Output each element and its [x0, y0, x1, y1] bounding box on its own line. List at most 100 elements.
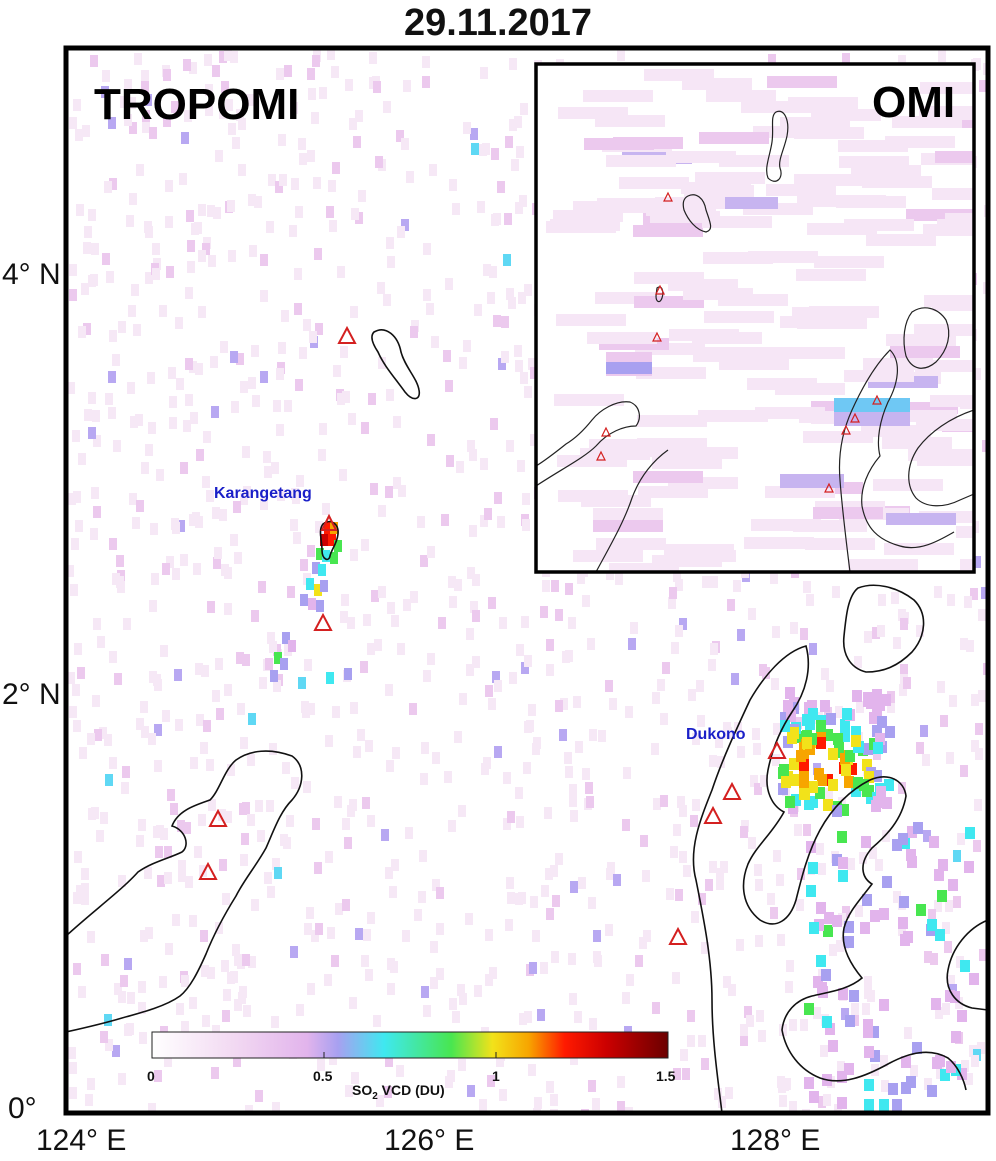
pixel — [150, 523, 158, 535]
pixel — [859, 852, 867, 864]
pixel — [231, 401, 239, 413]
pixel — [748, 837, 756, 849]
pixel — [836, 940, 844, 952]
pixel — [493, 213, 501, 225]
pixel — [248, 956, 256, 968]
pixel — [385, 486, 393, 498]
pixel — [673, 824, 681, 836]
pixel — [350, 306, 358, 318]
pixel — [185, 394, 193, 406]
pixel — [515, 787, 523, 799]
pixel — [88, 209, 96, 221]
pixel — [371, 590, 379, 602]
pixel — [163, 115, 171, 127]
pixel — [515, 202, 523, 214]
pixel — [454, 579, 462, 591]
pixel — [105, 1039, 113, 1051]
pixel — [318, 449, 326, 461]
pixel — [71, 538, 79, 550]
pixel — [129, 493, 137, 505]
plume-pixel — [864, 1046, 874, 1058]
plume-pixel — [838, 870, 848, 882]
pixel — [312, 818, 320, 830]
pixel — [697, 715, 705, 727]
pixel — [88, 808, 96, 820]
pixel — [268, 174, 276, 186]
plume-pixel — [785, 687, 795, 699]
pixel — [675, 579, 683, 591]
pixel — [720, 861, 728, 873]
pixel — [66, 565, 74, 577]
pixel — [487, 1075, 495, 1087]
omi-pixel — [814, 256, 884, 268]
plume-pixel — [899, 896, 909, 908]
pixel — [353, 746, 361, 758]
pixel — [84, 409, 92, 421]
pixel — [445, 1076, 453, 1088]
plume-pixel — [816, 720, 826, 732]
pixel — [474, 304, 482, 316]
pixel — [493, 315, 501, 327]
pixel — [315, 521, 323, 533]
pixel — [458, 805, 466, 817]
pixel — [459, 993, 467, 1005]
volcano-triangle-icon — [668, 926, 688, 945]
pixel — [514, 116, 522, 128]
pixel — [109, 538, 117, 550]
pixel — [748, 608, 756, 620]
pixel — [309, 331, 317, 343]
pixel — [555, 609, 563, 621]
pixel — [196, 449, 204, 461]
pixel — [509, 119, 517, 131]
pixel — [224, 684, 232, 696]
plume-pixel — [832, 854, 842, 866]
plume-pixel — [870, 910, 880, 922]
pixel — [200, 930, 208, 942]
omi-pixel — [866, 234, 936, 246]
pixel — [230, 534, 238, 546]
pixel — [167, 789, 175, 801]
pixel — [406, 171, 414, 183]
pixel — [344, 837, 352, 849]
plume-pixel — [948, 879, 958, 891]
pixel — [847, 858, 855, 870]
pixel — [160, 645, 168, 657]
pixel — [334, 796, 342, 808]
pixel — [307, 545, 315, 557]
pixel — [546, 664, 554, 676]
pixel — [754, 864, 762, 876]
pixel — [534, 1097, 542, 1109]
omi-pixel — [573, 550, 643, 562]
pixel — [893, 637, 901, 649]
pixel — [506, 288, 514, 300]
pixel — [427, 434, 435, 446]
pixel — [582, 595, 590, 607]
pixel — [202, 243, 210, 255]
pixel — [218, 809, 226, 821]
pixel — [204, 54, 212, 66]
pixel — [233, 501, 241, 513]
omi-pixel — [652, 555, 722, 567]
pixel — [387, 602, 395, 614]
plume-pixel — [806, 885, 816, 897]
pixel — [982, 440, 988, 452]
pixel — [578, 877, 586, 889]
omi-pixel — [741, 101, 811, 113]
pixel — [183, 822, 191, 834]
pixel — [109, 178, 117, 190]
pixel — [77, 667, 85, 679]
plume-pixel — [789, 774, 799, 786]
omi-pixel — [655, 197, 725, 209]
plume-pixel — [817, 982, 827, 994]
pixel — [327, 48, 335, 60]
pixel — [106, 271, 114, 283]
pixel — [710, 643, 718, 655]
pixel — [365, 740, 373, 752]
pixel — [427, 653, 435, 665]
pixel — [277, 489, 285, 501]
pixel — [69, 117, 77, 129]
pixel — [436, 968, 444, 980]
pixel — [279, 174, 287, 186]
pixel — [924, 1078, 932, 1090]
